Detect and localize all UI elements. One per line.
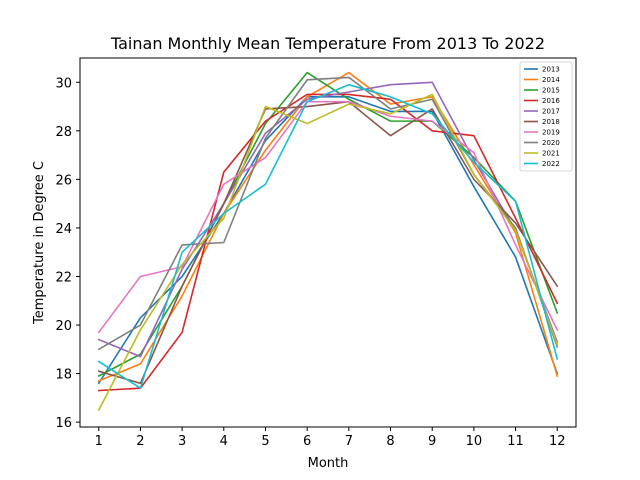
y-tick-label: 22 — [55, 270, 72, 285]
x-tick-label: 2 — [136, 434, 144, 449]
legend-label-2020: 2020 — [542, 139, 560, 147]
series-line-2016 — [97, 93, 559, 392]
series-line-2022 — [97, 83, 559, 389]
chart-title: Tainan Monthly Mean Temperature From 201… — [110, 34, 545, 53]
y-axis-label: Temperature in Degree C — [32, 161, 47, 325]
series-line-2018 — [97, 100, 559, 385]
x-tick-label: 3 — [178, 434, 186, 449]
series-line-2017 — [97, 81, 559, 358]
y-tick-label: 30 — [55, 76, 72, 91]
series-layer — [97, 71, 559, 412]
series-line-2014 — [97, 71, 559, 382]
y-tick-label: 26 — [55, 173, 72, 188]
legend-label-2015: 2015 — [542, 87, 560, 95]
legend-label-2014: 2014 — [542, 76, 560, 84]
x-tick-label: 11 — [507, 434, 524, 449]
y-tick-label: 16 — [55, 416, 72, 431]
x-tick-label: 8 — [386, 434, 394, 449]
x-tick-label: 4 — [220, 434, 228, 449]
x-axis: 1 2 3 4 5 6 7 8 9 10 11 12 — [95, 427, 566, 449]
legend-label-2021: 2021 — [542, 150, 560, 158]
plot-frame — [79, 57, 577, 428]
legend-label-2022: 2022 — [542, 160, 560, 168]
x-tick-label: 6 — [303, 434, 311, 449]
legend-label-2013: 2013 — [542, 66, 560, 74]
legend-label-2016: 2016 — [542, 97, 560, 105]
legend-label-2017: 2017 — [542, 108, 560, 116]
x-axis-label: Month — [308, 456, 349, 471]
y-axis: 16 18 20 22 24 26 28 30 — [55, 76, 80, 431]
y-tick-label: 20 — [55, 319, 72, 334]
x-tick-label: 7 — [345, 434, 353, 449]
legend-label-2018: 2018 — [542, 118, 560, 126]
legend: 2013 2014 2015 2016 2017 2018 2019 2020 2021 2022 — [519, 61, 573, 172]
y-tick-label: 18 — [55, 368, 72, 383]
x-tick-label: 12 — [549, 434, 566, 449]
x-tick-label: 1 — [95, 434, 103, 449]
series-line-2015 — [97, 71, 559, 378]
y-tick-label: 28 — [55, 125, 72, 140]
y-tick-label: 24 — [55, 222, 72, 237]
x-tick-label: 5 — [261, 434, 269, 449]
x-tick-label: 10 — [466, 434, 483, 449]
x-tick-label: 9 — [428, 434, 436, 449]
legend-label-2019: 2019 — [542, 129, 560, 137]
